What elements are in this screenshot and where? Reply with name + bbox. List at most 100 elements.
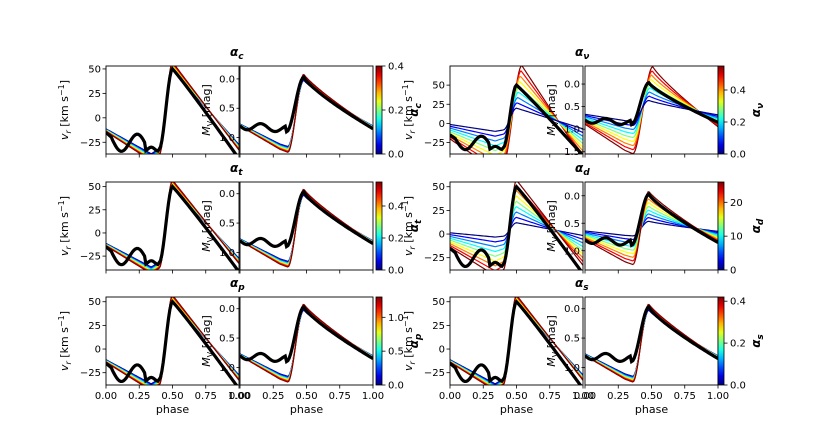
vr-ylabel: vr [km s−1] [401,311,417,371]
mv-ytick-label: 1.0 [564,363,580,374]
vr-ytick-label: 50 [432,81,445,92]
mv-ytick-label: 0.5 [219,104,235,115]
colorbar-tick-label: 0.4 [730,86,746,97]
colorbar-tick-label: 0.4 [388,62,404,73]
mv-ytick-label: 0.0 [564,304,580,315]
vr-model-line [450,195,583,262]
vr-ylabel: vr [km s−1] [401,196,417,256]
colorbar-label: αν [749,103,766,117]
param-title: αν [575,45,589,62]
mv-observed-line [585,191,718,248]
vr-ytick-label: 0 [95,113,101,124]
vr-lines [450,297,583,385]
panel-group-ν: αν 50 25 0 −25 vr [km s−1] 0.0 0.5 1.0 1.5 MV [mag… [401,45,766,161]
colorbar-tick-label: 0.5 [388,347,404,358]
vr-ytick-label: −25 [80,138,101,149]
mv-ytick-label: 1.0 [564,246,580,257]
vr-xlabel: phase [156,403,189,416]
mv-ytick-label: 1.0 [219,248,235,259]
vr-lines [450,66,583,154]
mv-xtick-label: 1.00 [707,391,729,402]
vr-model-line [450,216,583,243]
mv-ylabel: MV [mag] [200,315,215,367]
mv-observed-line [240,74,373,135]
vr-ytick-label: 25 [88,321,101,332]
vr-ytick-label: 25 [88,205,101,216]
mv-xtick-label: 0.50 [640,391,662,402]
mv-observed-line [240,189,373,250]
vr-ytick-label: −25 [80,252,101,263]
vr-xtick-label: 0.50 [161,391,183,402]
param-title: αp [230,276,245,293]
mv-model-line [240,76,373,151]
mv-ytick-label: 0.0 [219,74,235,85]
colorbar-label: αt [407,219,424,232]
vr-ytick-label: 0 [439,230,445,241]
vr-ylabel: vr [km s−1] [401,80,417,140]
mv-xtick-label: 0.75 [674,391,696,402]
colorbar-tick-label: 0 [730,266,736,277]
colorbar [375,65,383,155]
mv-ylabel: MV [mag] [200,200,215,252]
colorbar-tick-label: 0.0 [388,150,404,161]
panel-group-c: αc 50 25 0 −25 vr [km s−1] 0.0 0.5 1.0 MV [mag] 0.… [57,45,424,161]
vr-observed-line [450,82,583,154]
mv-lines [585,303,718,383]
vr-lines [106,182,239,270]
mv-ylabel: MV [mag] [545,84,560,136]
vr-xtick-label: 0.50 [505,391,527,402]
vr-lines [106,297,239,385]
mv-lines [240,73,373,153]
panel-group-p: αp 50 25 0 −25 0.00 0.25 0.50 0.75 1.00 vr [km s−1… [57,276,424,416]
mv-model-line [240,190,373,267]
mv-model-line [240,76,373,150]
mv-lines [240,188,373,268]
colorbar-label: αd [749,218,766,233]
mv-observed-line [240,304,373,365]
colorbar-label: αc [407,103,424,117]
vr-ytick-label: −25 [80,368,101,379]
vr-ytick-label: 25 [432,206,445,217]
vr-xtick-label: 0.75 [539,391,561,402]
vr-xtick-label: 0.00 [95,391,117,402]
mv-ytick-label: 0.0 [219,304,235,315]
mv-model-line [240,305,373,382]
mv-model-line [585,304,718,382]
mv-xlabel: phase [635,403,668,416]
colorbar-tick-label: 10 [730,232,743,243]
mv-model-line [585,87,718,135]
colorbar-tick-label: 1.0 [388,313,404,324]
mv-model-line [240,189,373,267]
mv-ytick-label: 1.0 [219,133,235,144]
vr-model-line [450,91,583,147]
vr-xtick-label: 0.00 [439,391,461,402]
vr-ytick-label: 25 [432,100,445,111]
mv-model-line [240,188,373,268]
vr-model-line [450,107,583,132]
mv-ytick-label: 0.5 [219,219,235,230]
vr-observed-line [450,299,583,385]
vr-axes-frame [449,65,584,155]
mv-ytick-label: 0.0 [564,191,580,202]
vr-ytick-label: 25 [88,89,101,100]
colorbar-tick-label: 0.2 [388,234,404,245]
mv-ytick-label: 0.5 [564,219,580,230]
vr-ytick-label: 0 [95,345,101,356]
mv-ytick-label: 0.0 [564,80,580,91]
mv-ytick-label: 0.5 [564,334,580,345]
colorbar-tick-label: 0.0 [388,381,404,392]
param-title: αd [575,161,590,178]
mv-model-line [240,306,373,380]
mv-xtick-label: 0.50 [295,391,317,402]
vr-observed-line [106,184,239,270]
vr-xtick-label: 1.00 [572,391,594,402]
vr-model-line [450,86,583,152]
colorbar-tick-label: 0.4 [388,202,404,213]
colorbar-tick-label: 0.0 [730,381,746,392]
vr-xlabel: phase [500,403,533,416]
vr-observed-line [450,184,583,270]
mv-ylabel: MV [mag] [545,200,560,252]
vr-ytick-label: 50 [88,64,101,75]
colorbar [375,296,383,386]
